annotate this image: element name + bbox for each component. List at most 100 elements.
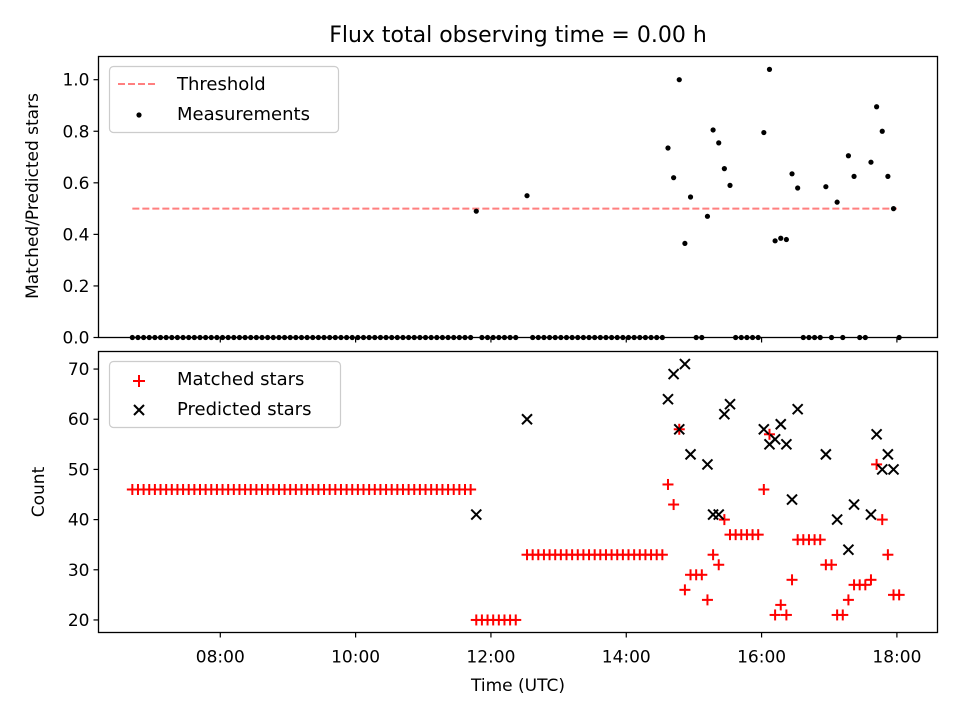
matched-star-marker [882,549,894,561]
y-tick-label: 70 [68,360,90,380]
matched-star-marker [752,529,764,541]
predicted-star-marker [842,543,855,556]
matched-star-marker [758,483,770,495]
measurement-point [710,127,716,133]
measurement-point [716,140,722,146]
measurement-point [874,104,880,110]
predicted-star-marker [667,368,680,380]
marker-stroke [470,508,482,521]
y-axis-label-count: Count [29,466,49,517]
matched-star-marker [780,609,792,621]
measurement-point [789,171,795,177]
x-tick-label: 12:00 [466,648,515,668]
predicted-star-marker [521,413,533,425]
measurement-point [704,213,711,219]
matched-star-marker [662,478,674,490]
matched-star-marker [763,428,775,440]
predicted-points [470,358,900,556]
predicted-star-marker [470,508,482,521]
y-tick-label: 50 [68,460,90,480]
marker-stroke [865,508,877,521]
marker-stroke [775,418,787,430]
y-tick-label: 0.0 [62,329,89,349]
marker-stroke [780,438,793,451]
marker-stroke [684,448,697,461]
measurement-point [795,185,801,191]
predicted-star-marker [780,438,793,451]
marker-stroke [791,403,804,415]
measurement-point [721,166,727,172]
marker-stroke [820,448,832,461]
matched-star-marker [668,499,680,511]
x-tick-label: 14:00 [602,648,651,668]
predicted-star-marker [673,423,685,435]
predicted-star-marker [831,513,843,526]
chart-title: Flux total observing time = 0.00 h [329,23,707,48]
marker-stroke [701,458,714,471]
marker-stroke [876,463,888,476]
measurement-point [682,240,688,247]
predicted-star-marker [769,433,781,446]
matched-star-marker [769,609,781,621]
measurement-point [834,199,840,205]
matched-star-marker [510,614,522,626]
marker-stroke [831,513,843,526]
legend-box-ratio [108,65,340,134]
measurement-point [778,235,784,241]
marker-stroke [667,368,680,380]
matched-star-marker [707,549,719,561]
predicted-star-marker [701,458,714,471]
measurement-point [761,129,767,136]
marker-stroke [870,428,883,441]
measurement-point [885,173,891,179]
predicted-star-marker [758,423,770,435]
predicted-star-marker [848,498,860,511]
x-tick-label: 10:00 [331,648,380,668]
y-axis-ratio: 0.0 0.2 0.4 0.6 0.8 1.0 [62,71,99,349]
legend-matched-label: Matched stars [177,369,304,390]
measurement-point [766,66,773,72]
measurement-point [473,208,479,214]
matched-star-marker [814,534,826,546]
matched-star-marker [696,569,708,581]
measurement-point [687,194,694,200]
predicted-star-marker [882,448,894,461]
matched-star-marker [837,609,849,621]
measurement-point [676,77,682,83]
predicted-star-marker [724,398,736,410]
predicted-star-marker [718,408,731,420]
y-tick-label: 60 [68,410,90,430]
measurement-point [879,128,885,134]
y-tick-label: 1.0 [62,71,89,91]
marker-stroke [679,358,691,370]
measurement-point [772,238,778,244]
legend-measurements-label: Measurements [177,104,310,125]
y-tick-label: 20 [68,611,90,631]
marker-stroke [887,463,900,476]
matched-star-marker [465,483,477,495]
plot-frame-ratio [97,55,939,339]
matched-star-marker [859,579,871,591]
predicted-star-marker [684,448,697,461]
matched-star-marker [893,589,905,601]
y-tick-label: 0.4 [62,225,89,245]
marker-stroke [769,433,781,446]
panel-ratio: Flux total observing time = 0.00 h Match… [23,23,939,349]
predicted-star-marker [713,508,725,521]
marker-stroke [718,408,731,420]
marker-stroke [662,393,674,405]
x-axis-ticks-count: 08:00 10:00 12:00 14:00 16:00 18:00 [196,632,921,668]
measurement-point [524,193,530,199]
marker-stroke [842,543,855,556]
matched-star-marker [713,559,725,571]
matched-star-marker [679,584,691,596]
x-tick-label: 08:00 [196,648,245,668]
legend-predicted-swatch [133,404,145,416]
matched-star-marker [871,458,883,470]
marker-stroke [786,493,798,506]
matched-points [126,423,905,626]
matched-star-marker [825,559,837,571]
legend-threshold-label: Threshold [176,74,266,95]
marker-stroke [713,508,725,521]
predicted-star-marker [887,463,900,476]
